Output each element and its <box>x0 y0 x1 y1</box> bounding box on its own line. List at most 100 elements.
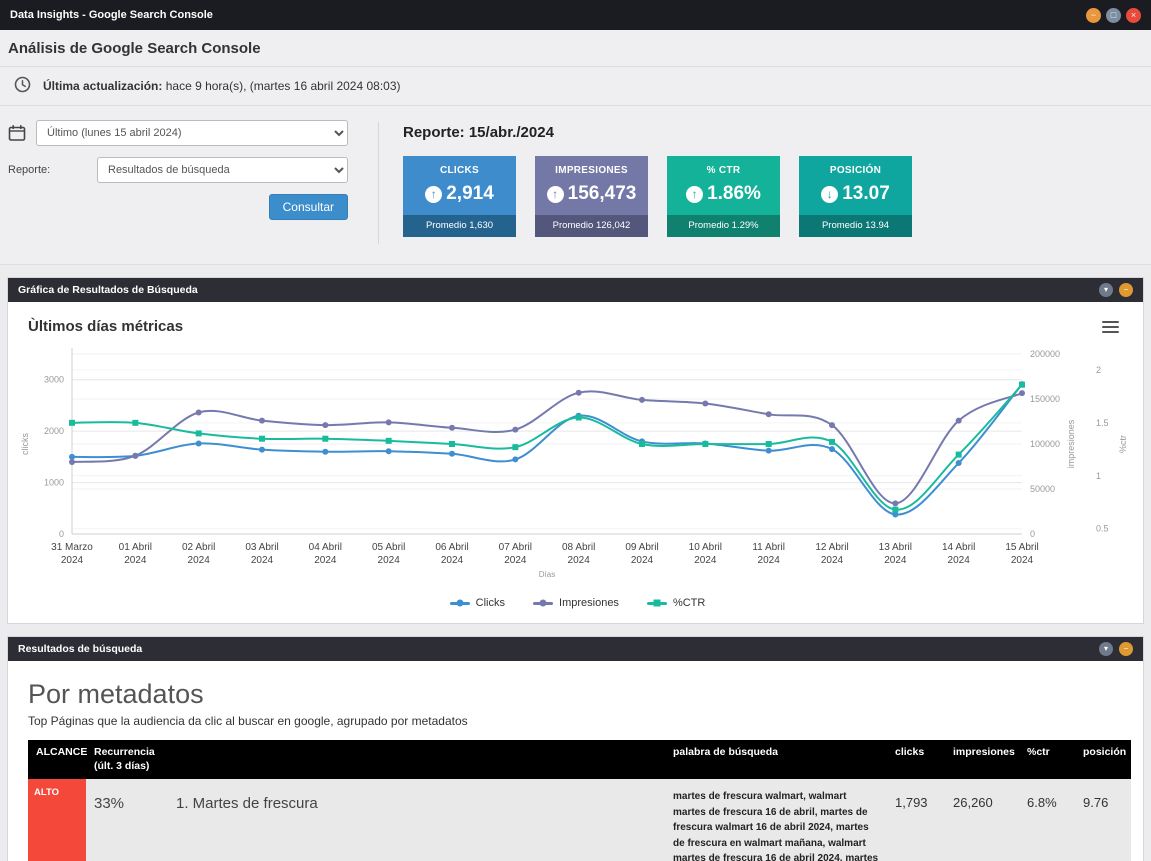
legend-label: %CTR <box>672 597 706 609</box>
kpi-label: CLICKS <box>439 165 480 176</box>
calendar-icon <box>8 124 36 142</box>
svg-text:100000: 100000 <box>1030 439 1060 449</box>
kpi-value: 156,473 <box>567 183 637 204</box>
svg-text:2024: 2024 <box>251 555 274 566</box>
filters-form: Último (lunes 15 abril 2024) Reporte: Re… <box>8 120 348 244</box>
legend-label: Clicks <box>475 597 506 609</box>
window-maximize-icon[interactable]: □ <box>1106 7 1121 23</box>
svg-text:2024: 2024 <box>314 555 337 566</box>
panel-collapse-icon[interactable]: − <box>1119 642 1133 656</box>
results-panel: Resultados de búsqueda ▾ − Por metadatos… <box>7 636 1144 861</box>
col-posicion: posición <box>1075 740 1131 780</box>
kpi-card-impresiones: IMPRESIONES ↑ 156,473 Promedio 126,042 <box>535 156 648 237</box>
window-title: Data Insights - Google Search Console <box>10 9 213 21</box>
posicion-cell: 9.76 <box>1075 779 1131 861</box>
kpi-average: Promedio 13.94 <box>799 215 912 237</box>
chart-menu-icon[interactable] <box>1102 318 1119 336</box>
svg-text:09 Abril: 09 Abril <box>625 542 658 553</box>
svg-text:08 Abril: 08 Abril <box>562 542 595 553</box>
svg-text:2024: 2024 <box>1011 555 1034 566</box>
svg-text:2024: 2024 <box>441 555 464 566</box>
metrics-line-chart: 0 1000 2000 3000 0 50000 100000 150000 200000 0.5… <box>20 348 1128 579</box>
svg-text:2: 2 <box>1096 365 1101 375</box>
svg-text:50000: 50000 <box>1030 484 1055 494</box>
legend-item-ctr[interactable]: %CTR <box>646 597 706 609</box>
svg-text:2024: 2024 <box>694 555 717 566</box>
legend-marker-icon <box>449 599 470 607</box>
kpi-average: Promedio 1,630 <box>403 215 516 237</box>
window-titlebar: Data Insights - Google Search Console − … <box>0 0 1151 30</box>
results-panel-title: Resultados de búsqueda <box>18 643 143 655</box>
palabras-cell: martes de frescura walmart, walmart mart… <box>665 779 887 861</box>
col-palabra: palabra de búsqueda <box>665 740 887 780</box>
report-type-select[interactable]: Resultados de búsqueda <box>97 157 348 183</box>
chart-body: Ùltimos días métricas 0 1000 2000 3000 0 5000… <box>8 302 1143 623</box>
last-update-label: Última actualización: <box>43 79 163 93</box>
header-section: Análisis de Google Search Console Última… <box>0 30 1151 265</box>
last-update-value: hace 9 hora(s), (martes 16 abril 2024 08… <box>165 79 401 93</box>
alcance-badge: ALTO <box>28 779 86 861</box>
svg-text:14 Abril: 14 Abril <box>942 542 975 553</box>
window-close-icon[interactable]: × <box>1126 7 1141 23</box>
svg-text:150000: 150000 <box>1030 394 1060 404</box>
svg-text:200000: 200000 <box>1030 349 1060 359</box>
legend-item-clicks[interactable]: Clicks <box>449 597 506 609</box>
window-minimize-icon[interactable]: − <box>1086 7 1101 23</box>
svg-text:2024: 2024 <box>378 555 401 566</box>
svg-text:0.5: 0.5 <box>1096 524 1109 534</box>
results-table: ALCANCE Recurrencia (últ. 3 días) palabr… <box>28 740 1131 861</box>
kpi-card-clicks: CLICKS ↑ 2,914 Promedio 1,630 <box>403 156 516 237</box>
pagina-cell: 1. Martes de frescura <box>168 779 665 861</box>
chart-title: Ùltimos días métricas <box>28 318 184 335</box>
last-update-bar: Última actualización: hace 9 hora(s), (m… <box>0 67 1151 106</box>
results-section-subtitle: Top Páginas que la audiencia da clic al … <box>28 714 468 728</box>
kpi-label: POSICIÓN <box>829 165 882 176</box>
panel-settings-icon[interactable]: ▾ <box>1099 283 1113 297</box>
kpi-label: IMPRESIONES <box>555 165 628 176</box>
svg-text:2024: 2024 <box>821 555 844 566</box>
col-clicks: clicks <box>887 740 945 780</box>
svg-text:13 Abril: 13 Abril <box>879 542 912 553</box>
results-body: Por metadatos Top Páginas que la audienc… <box>8 661 1143 861</box>
arrow-up-circle-icon: ↑ <box>546 185 564 203</box>
legend-item-impresiones[interactable]: Impresiones <box>533 597 619 609</box>
svg-text:1: 1 <box>1096 471 1101 481</box>
col-alcance: ALCANCE <box>28 740 87 780</box>
vertical-divider <box>378 122 379 244</box>
last-update-text: Última actualización: hace 9 hora(s), (m… <box>43 79 401 93</box>
kpi-label: % CTR <box>706 165 741 176</box>
chart-panel-title: Gráfica de Resultados de Búsqueda <box>18 284 198 296</box>
consultar-button[interactable]: Consultar <box>268 194 348 220</box>
svg-text:impresiones: impresiones <box>1066 419 1076 468</box>
svg-text:06 Abril: 06 Abril <box>435 542 468 553</box>
date-range-select[interactable]: Último (lunes 15 abril 2024) <box>36 120 348 146</box>
svg-text:0: 0 <box>59 529 64 539</box>
panel-collapse-icon[interactable]: − <box>1119 283 1133 297</box>
svg-text:2024: 2024 <box>504 555 527 566</box>
results-panel-header: Resultados de búsqueda ▾ − <box>8 637 1143 661</box>
filters-area: Último (lunes 15 abril 2024) Reporte: Re… <box>0 106 1151 264</box>
panel-settings-icon[interactable]: ▾ <box>1099 642 1113 656</box>
table-header-row: ALCANCE Recurrencia (últ. 3 días) palabr… <box>28 740 1131 780</box>
svg-text:12 Abril: 12 Abril <box>815 542 848 553</box>
kpi-value: 13.07 <box>842 183 890 204</box>
ctr-cell: 6.8% <box>1019 779 1075 861</box>
svg-text:1.5: 1.5 <box>1096 418 1109 428</box>
svg-text:03 Abril: 03 Abril <box>245 542 278 553</box>
col-recurrencia: Recurrencia (últ. 3 días) <box>86 740 168 780</box>
kpi-card-posicion: POSICIÓN ↓ 13.07 Promedio 13.94 <box>799 156 912 237</box>
svg-text:Días: Días <box>539 570 555 579</box>
impresiones-cell: 26,260 <box>945 779 1019 861</box>
svg-text:3000: 3000 <box>44 375 64 385</box>
kpi-average: Promedio 1.29% <box>667 215 780 237</box>
recurrencia-cell: 33% <box>86 779 168 861</box>
col-impresiones: impresiones <box>945 740 1019 780</box>
svg-text:04 Abril: 04 Abril <box>309 542 342 553</box>
svg-text:2000: 2000 <box>44 426 64 436</box>
arrow-up-circle-icon: ↑ <box>686 185 704 203</box>
svg-text:07 Abril: 07 Abril <box>499 542 532 553</box>
kpi-cards: CLICKS ↑ 2,914 Promedio 1,630 IMPRESIONES… <box>403 156 912 237</box>
arrow-up-circle-icon: ↑ <box>425 185 443 203</box>
legend-marker-icon <box>533 599 554 607</box>
